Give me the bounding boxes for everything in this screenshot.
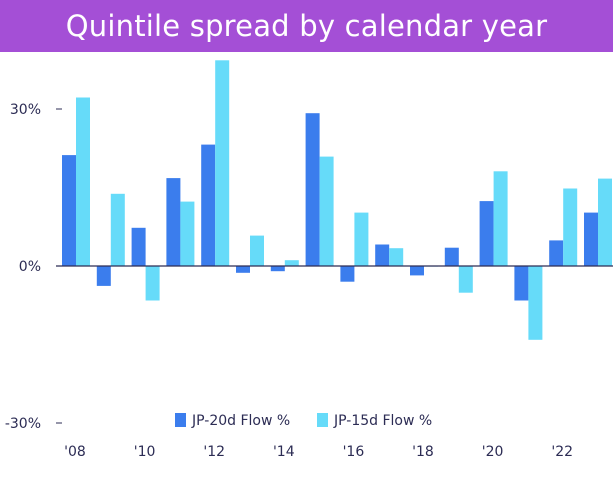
- bar-jp15d-2023: [598, 178, 612, 266]
- bar-jp15d-2017: [389, 248, 404, 266]
- bar-jp15d-2019: [458, 266, 473, 293]
- bar-jp20d-2023: [584, 212, 598, 266]
- bar-jp15d-2012: [215, 60, 230, 266]
- x-tick-label: '08: [64, 444, 86, 460]
- legend: JP-20d Flow % JP-15d Flow %: [175, 413, 432, 429]
- y-tick-label: 30%: [10, 102, 41, 118]
- bar-jp15d-2008: [76, 97, 90, 266]
- bar-jp15d-2016: [354, 212, 369, 266]
- bar-jp20d-2022: [549, 240, 564, 266]
- bar-jp20d-2019: [444, 247, 459, 266]
- bar-jp15d-2021: [528, 266, 543, 340]
- bar-jp20d-2012: [201, 144, 216, 266]
- y-axis-ticks: 30% 0% -30%: [5, 102, 62, 432]
- bar-jp20d-2015: [305, 113, 320, 266]
- x-tick-label: '22: [551, 444, 573, 460]
- bar-jp20d-2009: [96, 266, 111, 286]
- bar-jp15d-2014: [284, 260, 299, 266]
- legend-swatch-jp20d: [175, 413, 186, 427]
- legend-swatch-jp15d: [317, 413, 328, 427]
- bar-jp20d-2020: [479, 201, 494, 266]
- x-tick-label: '18: [412, 444, 434, 460]
- y-tick-label: 0%: [19, 259, 41, 275]
- x-tick-label: '14: [273, 444, 295, 460]
- x-tick-label: '10: [134, 444, 156, 460]
- bar-jp20d-2008: [62, 155, 76, 266]
- x-tick-label: '12: [203, 444, 225, 460]
- chart-title: Quintile spread by calendar year: [0, 0, 613, 52]
- x-axis-ticks: '08 '10 '12 '14 '16 '18 '20 '22: [64, 444, 573, 460]
- bar-jp20d-2021: [514, 266, 529, 301]
- bar-jp15d-2010: [145, 266, 160, 301]
- bar-jp15d-2009: [110, 193, 125, 266]
- y-tick-label: -30%: [5, 416, 41, 432]
- bar-jp15d-2013: [250, 235, 264, 266]
- bar-jp20d-2016: [340, 266, 355, 282]
- bar-jp15d-2011: [180, 201, 195, 266]
- bar-jp20d-2018: [410, 266, 424, 276]
- legend-label-jp20d: JP-20d Flow %: [191, 413, 290, 429]
- bar-jp15d-2015: [319, 156, 334, 266]
- bar-jp20d-2017: [375, 244, 390, 266]
- bar-jp20d-2010: [131, 227, 146, 266]
- bar-jp15d-2020: [493, 171, 508, 266]
- bar-jp20d-2011: [166, 178, 181, 266]
- x-tick-label: '16: [343, 444, 365, 460]
- legend-label-jp15d: JP-15d Flow %: [333, 413, 432, 429]
- bars-group: [62, 60, 612, 340]
- bar-jp15d-2022: [563, 188, 578, 266]
- bar-jp20d-2013: [236, 266, 250, 273]
- bar-jp20d-2014: [270, 266, 285, 272]
- x-tick-label: '20: [482, 444, 504, 460]
